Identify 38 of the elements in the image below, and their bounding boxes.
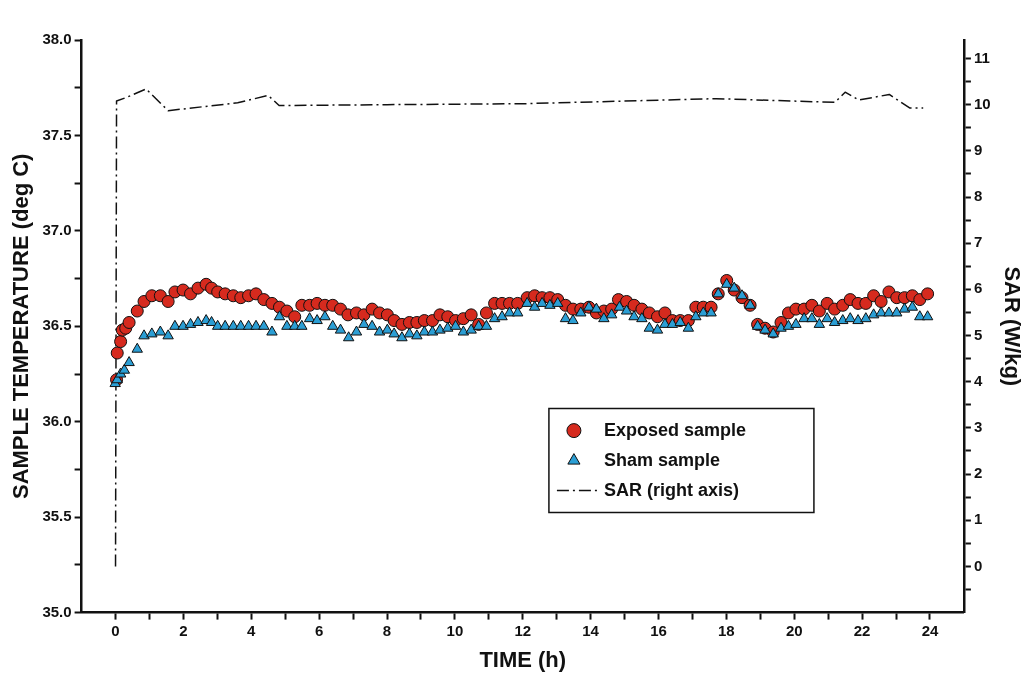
x-tick-label: 22	[853, 621, 871, 639]
legend-label: SAR (right axis)	[603, 479, 739, 500]
y2-axis-title: SAR (W/kg)	[999, 266, 1025, 387]
y2-tick-label: 5	[973, 325, 983, 343]
x-tick-label: 18	[718, 621, 735, 639]
y2-tick-label: 4	[973, 371, 983, 389]
y2-tick-label: 7	[973, 233, 983, 251]
x-axis-title: TIME (h)	[479, 646, 567, 672]
legend-label: Exposed sample	[603, 419, 746, 440]
y-tick-label: 36.0	[42, 411, 72, 429]
x-tick-label: 4	[247, 621, 257, 639]
y2-tick-label: 11	[973, 48, 990, 66]
y2-tick-label: 8	[973, 187, 983, 205]
x-tick-label: 12	[514, 621, 532, 639]
x-tick-label: 14	[582, 621, 600, 639]
y-tick-label: 38.0	[42, 30, 72, 48]
x-tick-label: 2	[179, 621, 188, 639]
y2-tick-label: 0	[973, 556, 983, 574]
x-tick-label: 0	[111, 621, 120, 639]
y2-tick-label: 6	[973, 279, 983, 297]
y2-tick-label: 9	[973, 140, 983, 158]
y2-tick-label: 3	[973, 418, 983, 436]
y-tick-label: 37.0	[42, 221, 72, 239]
y-tick-label: 36.5	[42, 316, 72, 334]
x-tick-label: 24	[921, 621, 939, 639]
x-tick-label: 10	[446, 621, 464, 639]
y2-tick-label: 1	[973, 510, 983, 528]
y2-tick-label: 10	[973, 94, 991, 112]
x-tick-label: 20	[785, 621, 803, 639]
x-tick-label: 6	[314, 621, 324, 639]
x-tick-label: 16	[650, 621, 667, 639]
y-tick-label: 37.5	[42, 125, 72, 143]
y-tick-label: 35.0	[42, 602, 72, 620]
legend-label: Sham sample	[603, 449, 720, 470]
y-tick-label: 35.5	[42, 507, 72, 525]
y2-tick-label: 2	[973, 464, 983, 482]
y-axis-title: SAMPLE TEMPERATURE (deg C)	[8, 153, 34, 500]
x-tick-label: 8	[382, 621, 392, 639]
